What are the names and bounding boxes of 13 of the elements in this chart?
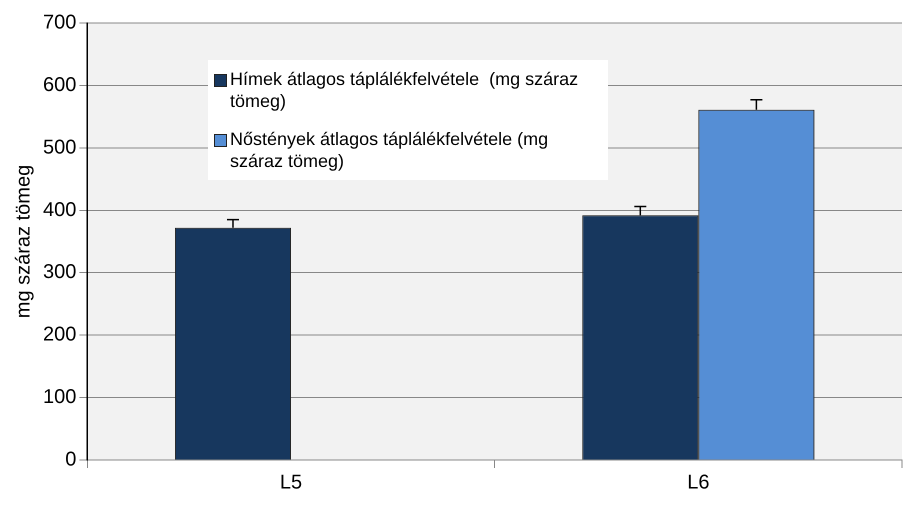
y-axis-title: mg száraz tömeg: [12, 164, 35, 318]
y-tick-label: 200: [42, 324, 76, 346]
y-tick-label: 600: [42, 74, 76, 96]
y-tick-label: 300: [42, 261, 76, 284]
x-tick-label: L5: [280, 472, 302, 494]
legend-label: Nőstények átlagos táplálékfelvétele (mg száraz tömeg): [230, 128, 550, 172]
y-tick-label: 0: [65, 448, 76, 471]
x-tick-label: L6: [687, 472, 710, 494]
y-tick-label: 400: [42, 198, 76, 221]
legend-label: Hímek átlagos táplálékfelvétele (mg száraz tömeg): [230, 68, 580, 112]
y-tick-label: 100: [42, 386, 76, 408]
y-tick-label: 700: [42, 12, 76, 34]
y-tick-label: 500: [42, 136, 76, 158]
